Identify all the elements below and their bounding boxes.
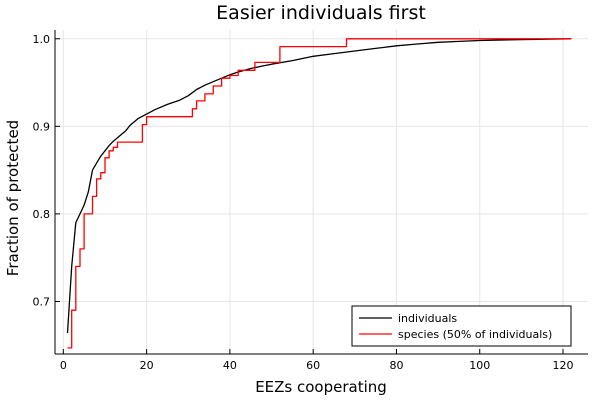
y-tick-label: 0.8 <box>33 208 51 221</box>
x-tick-label: 0 <box>60 359 67 372</box>
y-tick-label: 1.0 <box>33 33 51 46</box>
axes: 0 20 40 60 80 100 120 0.7 0.8 0.9 1.0 <box>33 30 588 372</box>
legend: individuals species (50% of individuals) <box>351 305 572 347</box>
x-tick-label: 120 <box>553 359 574 372</box>
y-tick-label: 0.9 <box>33 120 51 133</box>
y-tick-label: 0.7 <box>33 295 51 308</box>
legend-label-species: species (50% of individuals) <box>398 328 552 341</box>
grid <box>55 30 588 354</box>
series-line-individuals <box>66 38 572 334</box>
x-tick-label: 60 <box>306 359 320 372</box>
chart-title: Easier individuals first <box>216 2 426 24</box>
x-tick-label: 100 <box>469 359 490 372</box>
y-axis-label: Fraction of protected <box>4 120 22 276</box>
series-lines <box>66 38 572 349</box>
series-line-species <box>67 38 572 349</box>
x-axis-label: EEZs cooperating <box>255 378 387 396</box>
x-tick-label: 40 <box>223 359 237 372</box>
legend-label-individuals: individuals <box>398 312 457 325</box>
x-tick-label: 80 <box>389 359 403 372</box>
legend-box <box>351 305 572 347</box>
x-tick-label: 20 <box>140 359 154 372</box>
